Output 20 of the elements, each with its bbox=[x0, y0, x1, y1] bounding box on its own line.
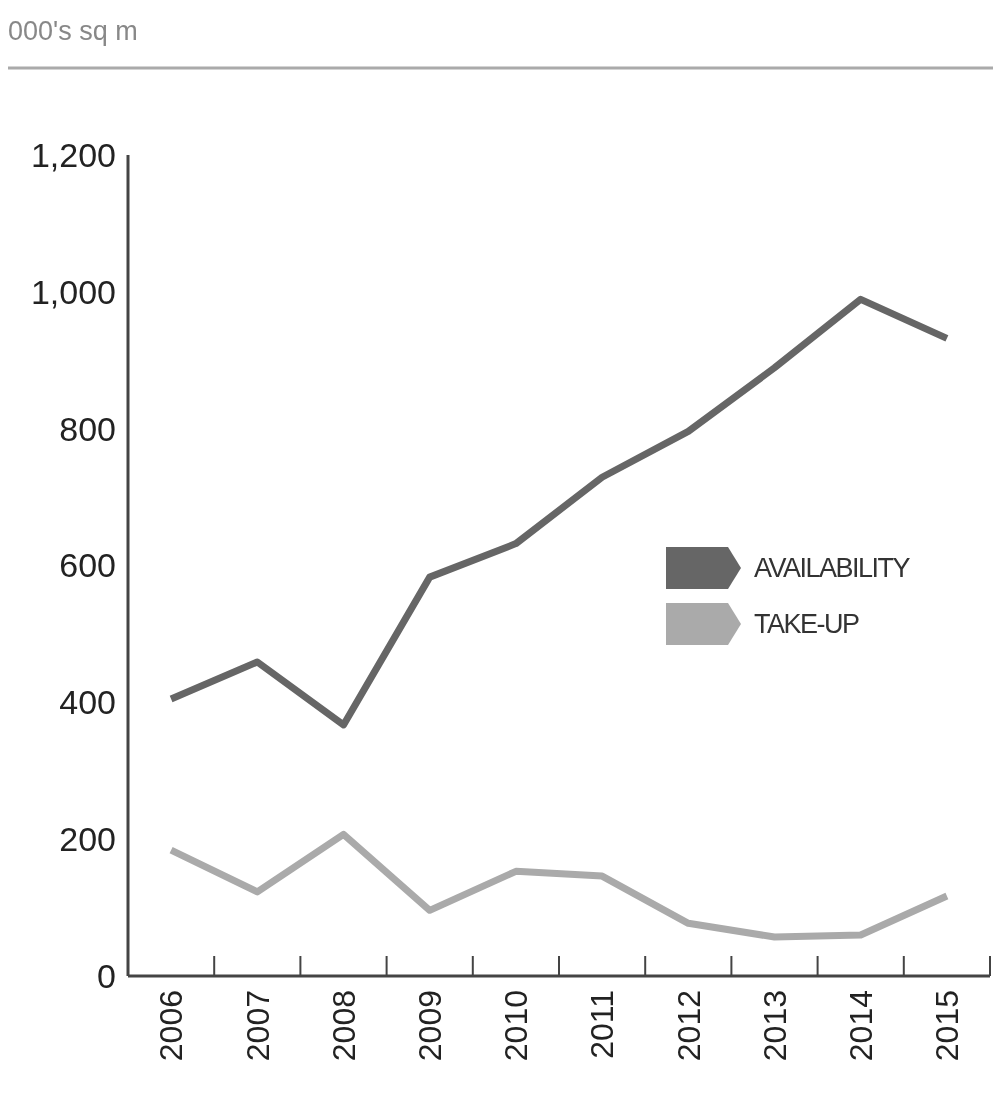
y-tick-label: 1,200 bbox=[30, 135, 116, 174]
x-tick-label: 2015 bbox=[929, 990, 966, 1062]
x-tick-label: 2014 bbox=[842, 990, 879, 1062]
legend-label: TAKE-UP bbox=[754, 609, 859, 640]
y-tick-label: 600 bbox=[59, 546, 116, 585]
x-tick-label: 2011 bbox=[584, 990, 621, 1059]
y-tick-label: 0 bbox=[97, 956, 116, 995]
x-tick-label: 2010 bbox=[498, 990, 535, 1062]
x-tick-label: 2008 bbox=[325, 990, 362, 1062]
y-tick-label: 800 bbox=[59, 409, 116, 448]
chart-title: 000's sq m bbox=[8, 16, 138, 46]
y-tick-label: 1,000 bbox=[30, 272, 116, 311]
y-tick-label: 200 bbox=[59, 820, 116, 859]
x-tick-label: 2007 bbox=[239, 990, 276, 1062]
x-tick-label: 2009 bbox=[411, 990, 448, 1062]
x-tick-label: 2006 bbox=[153, 990, 190, 1062]
legend-label: AVAILABILITY bbox=[754, 553, 911, 584]
y-tick-label: 400 bbox=[59, 683, 116, 722]
x-tick-label: 2013 bbox=[756, 990, 793, 1062]
x-tick-label: 2012 bbox=[670, 990, 707, 1062]
